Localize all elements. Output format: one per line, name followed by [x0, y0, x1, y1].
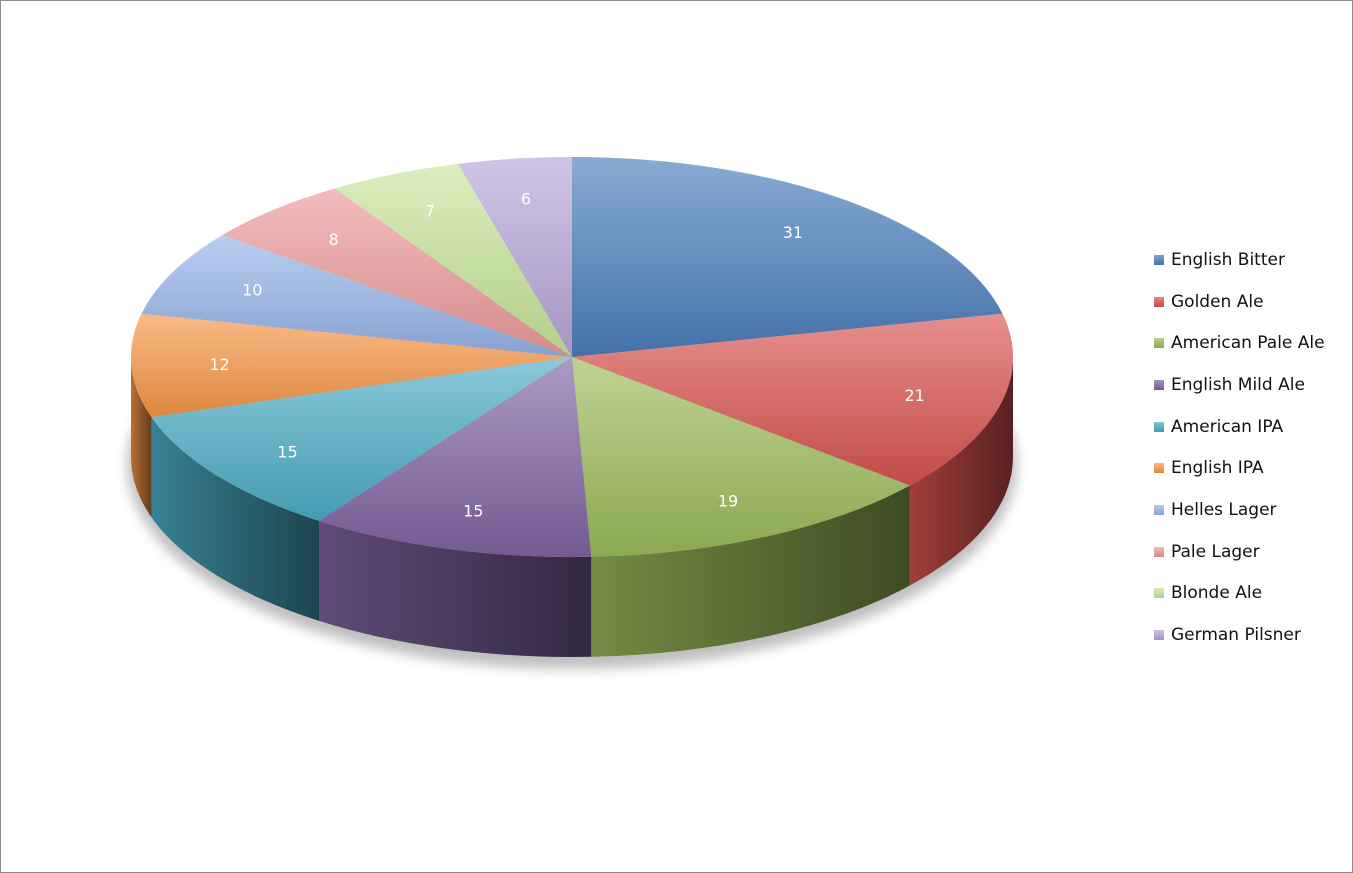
legend-item: American IPA [1154, 406, 1325, 448]
legend-label: Helles Lager [1171, 499, 1277, 520]
legend-item: English Mild Ale [1154, 364, 1325, 406]
data-label: 7 [425, 202, 435, 221]
legend-swatch [1154, 379, 1164, 390]
pie-slice-side [909, 357, 1013, 586]
pie-slice[interactable] [151, 357, 572, 521]
legend-item: English IPA [1154, 447, 1325, 489]
legend-swatch [1154, 588, 1164, 599]
pie-slice[interactable] [572, 157, 1003, 357]
legend-label: English IPA [1171, 458, 1264, 479]
legend-swatch [1154, 630, 1164, 641]
legend-swatch [1154, 546, 1164, 557]
data-label: 15 [277, 443, 297, 462]
data-label: 19 [718, 491, 738, 510]
pie-slice[interactable] [141, 235, 572, 357]
legend-swatch [1154, 504, 1164, 515]
legend-label: American IPA [1171, 416, 1284, 437]
data-label: 6 [521, 189, 531, 208]
legend-swatch [1154, 463, 1164, 474]
pie-slice[interactable] [572, 357, 910, 557]
data-label: 12 [209, 355, 229, 374]
legend-label: Golden Ale [1171, 291, 1264, 312]
legend-label: Blonde Ale [1171, 583, 1263, 604]
data-label: 8 [329, 230, 339, 249]
legend-item: Pale Lager [1154, 531, 1325, 573]
pie-slice[interactable] [457, 157, 572, 357]
data-label: 10 [242, 280, 262, 299]
legend-label: German Pilsner [1171, 625, 1301, 646]
legend-label: English Bitter [1171, 249, 1285, 270]
legend-swatch [1154, 338, 1164, 349]
pie-slice[interactable] [130, 313, 572, 418]
legend-item: American Pale Ale [1154, 322, 1325, 364]
legend-label: English Mild Ale [1171, 374, 1305, 395]
legend-item: Golden Ale [1154, 281, 1325, 323]
pie-slice[interactable] [572, 313, 1013, 486]
pie-slice[interactable] [222, 188, 573, 357]
legend-item: German Pilsner [1154, 614, 1325, 656]
legend-item: Blonde Ale [1154, 573, 1325, 615]
data-label: 21 [905, 386, 925, 405]
legend-item: English Bitter [1154, 239, 1325, 281]
legend-label: American Pale Ale [1171, 333, 1325, 354]
data-label: 15 [463, 502, 483, 521]
legend-item: Helles Lager [1154, 489, 1325, 531]
pie-slice-side [591, 485, 910, 657]
data-label: 31 [783, 223, 803, 242]
legend: English Bitter Golden Ale American Pale Al… [1154, 239, 1325, 656]
legend-label: Pale Lager [1171, 541, 1260, 562]
legend-swatch [1154, 254, 1164, 265]
pie-slice-side [319, 520, 592, 657]
pie-slice-side [131, 357, 152, 518]
pie-slice[interactable] [319, 357, 592, 557]
pie-slice[interactable] [335, 163, 572, 357]
pie-slice-side [151, 417, 320, 621]
legend-swatch [1154, 421, 1164, 432]
legend-swatch [1154, 296, 1164, 307]
